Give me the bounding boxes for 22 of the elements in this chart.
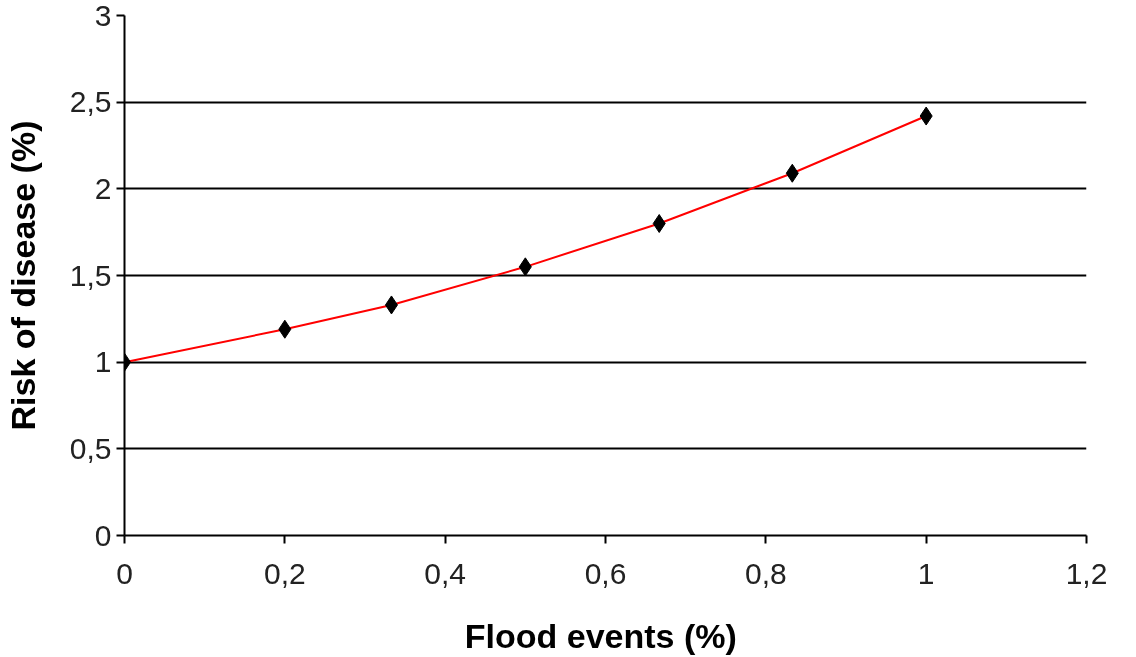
y-tick-label: 2 [94,171,112,205]
y-tick-label: 0 [94,518,112,552]
x-tick-label: 0 [116,556,133,590]
point [919,106,933,126]
point [518,257,532,277]
x-tick-label: 0,6 [584,556,627,590]
y-tick-label: 3 [94,0,112,32]
point [384,295,398,315]
x-tick-label: 0,2 [263,556,306,590]
y-tick-label: 0,5 [69,431,112,465]
x-axis-title: Flood events (%) [464,616,737,655]
point [278,319,292,339]
x-tick-label: 1 [917,556,935,590]
point [652,214,666,233]
y-tick-label: 1 [94,345,112,379]
x-tick-label: 0,4 [424,556,467,590]
x-tick-label: 0,8 [744,556,787,590]
y-tick-label: 1,5 [69,258,112,292]
y-tick-label: 2,5 [69,85,112,119]
y-axis-title: Risk of disease (%) [3,120,42,431]
point [785,163,799,183]
x-tick-label: 1,2 [1065,556,1108,590]
